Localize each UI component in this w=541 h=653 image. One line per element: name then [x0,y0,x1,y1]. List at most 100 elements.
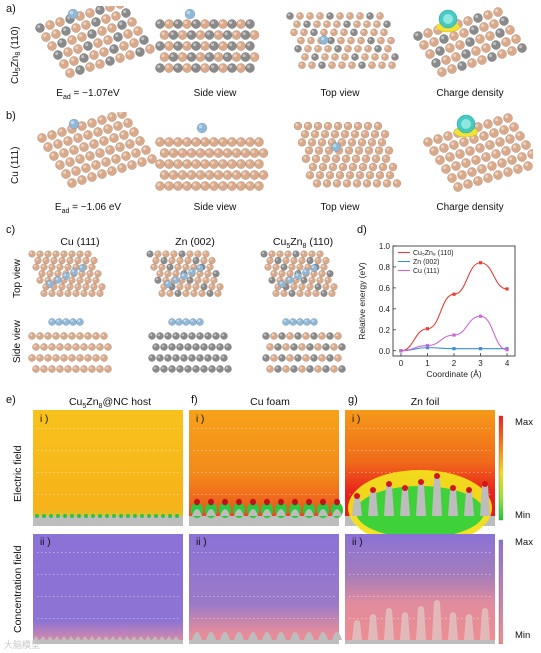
field-line-dot [221,494,223,495]
x-axis-label: Coordinate (Å) [426,369,481,379]
slab-atom [236,19,246,29]
field-line-dot [105,552,107,553]
field-line-dot [329,494,331,495]
field-line-dot [365,472,367,473]
field-line-dot [157,472,159,473]
field-line-dot [237,450,239,451]
field-line-dot [389,428,391,429]
lattice-atom [344,146,354,155]
protrusion [166,636,172,640]
protrusion [262,509,272,516]
slab-atom [326,332,334,340]
field-line-dot [205,472,207,473]
slab-atom [451,161,461,171]
slab-side-view [155,8,260,73]
slab-atom [318,332,326,340]
field-line-dot [293,552,295,553]
slab-atom [121,151,131,161]
field-line-dot [297,428,299,429]
slab-atom [173,41,183,51]
field-line-dot [93,472,95,473]
field-line-dot [441,596,443,597]
slab-atom [41,32,51,42]
migration-li-atom [286,276,294,284]
lattice-atom [330,28,338,37]
x-tick-label: 2 [452,359,457,368]
field-line-dot [437,450,439,451]
field-line-dot [193,596,195,597]
field-line-dot [301,574,303,575]
field-line-dot [425,618,427,619]
field-line-dot [133,552,135,553]
slab-atom [60,332,68,340]
field-hotspot [42,514,46,518]
slab-atom [282,343,290,351]
field-line-dot [257,472,259,473]
slab-atom [182,63,192,73]
slab-atom [465,146,475,156]
field-line-dot [41,596,43,597]
field-line-dot [121,450,123,451]
slab-atom [191,159,201,169]
field-line-dot [49,494,51,495]
data-point [505,348,509,352]
field-hotspot [278,498,284,506]
field-line-dot [389,552,391,553]
field-line-dot [245,450,247,451]
field-line-dot [85,494,87,495]
lattice-atom [333,20,341,29]
field-line-dot [229,494,231,495]
dendrite [448,488,458,516]
slab-atom [209,63,219,73]
lattice-atom [208,283,216,291]
li-adatom [184,8,196,20]
lattice-atom [352,179,362,188]
slab-atom [286,332,294,340]
lattice-atom [192,256,200,265]
lattice-atom [323,121,333,131]
slab-atom [72,365,80,373]
field-line-dot [353,428,355,429]
li-adatom [68,118,80,130]
slab-atom [113,121,123,131]
lattice-atom [317,138,327,147]
field-line-dot [197,574,199,575]
field-line-dot [477,472,479,473]
slab-atom [156,332,164,340]
lattice-atom [297,138,307,147]
lattice-atom [36,250,44,258]
slab-atom [443,131,453,141]
field-line-dot [213,428,215,429]
slab-atom [180,354,188,362]
field-line-dot [173,450,175,451]
lattice-atom [38,270,46,278]
field-line-dot [305,494,307,495]
slab-atom [222,30,233,40]
field-hotspot [119,514,123,518]
field-line-dot [177,552,179,553]
field-line-dot [349,574,351,575]
field-line-dot [469,574,471,575]
slab-atom [196,354,204,362]
field-line-dot [289,552,291,553]
field-line-dot [249,618,251,619]
field-line-dot [401,450,403,451]
slab-atom [172,332,180,340]
field-line-dot [141,428,143,429]
lattice-atom [347,138,357,147]
slab-atom [173,63,183,73]
lattice-atom [74,256,82,265]
slab-atom [249,148,260,158]
field-line-dot [69,552,71,553]
lattice-atom [192,283,200,291]
field-line-dot [401,574,403,575]
lattice-atom [368,61,376,70]
field-line-dot [89,618,91,619]
slab-atom [53,139,63,149]
field-line-dot [237,472,239,473]
slab-side-perspective [37,112,157,188]
lattice-atom [280,289,288,297]
field-line-dot [381,596,383,597]
field-line-dot [305,552,307,553]
field-line-dot [41,450,43,451]
